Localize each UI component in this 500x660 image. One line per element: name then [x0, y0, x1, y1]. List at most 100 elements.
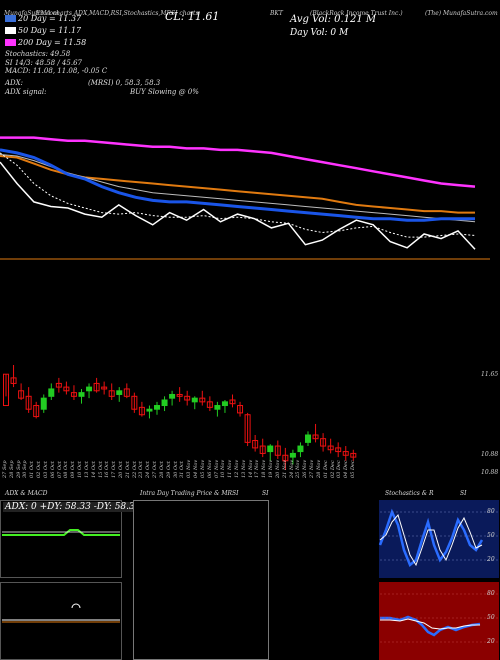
legend-text-20: 20 Day = 11.37 — [18, 14, 82, 23]
candle-body — [25, 395, 32, 410]
candle-body — [282, 454, 289, 462]
stoch-signal-line — [379, 513, 483, 567]
si-text: SI 14/3: 48.58 / 45.67 — [5, 59, 82, 67]
candle-body — [93, 382, 100, 392]
candle-body — [63, 386, 70, 392]
stoch-text: Stochastics: 49.58 — [5, 50, 71, 58]
close-label: CL: 11.61 — [165, 10, 220, 23]
price-label-top: 11.65 — [481, 371, 499, 378]
series-line-2 — [0, 136, 476, 188]
intra-title: Intra Day Trading Price & MRSI — [140, 490, 239, 497]
candle-body — [342, 451, 349, 456]
candle-body — [237, 405, 244, 414]
rsi-tick-50: 50 — [487, 614, 495, 621]
candle-body — [123, 388, 130, 397]
adx-text: ADX: — [5, 79, 24, 87]
candle-body — [221, 401, 228, 407]
candle-body — [191, 397, 198, 403]
candle-body — [335, 447, 342, 453]
candle-body — [33, 405, 40, 418]
candle-body — [3, 373, 9, 407]
ticker-label: BKT — [270, 10, 283, 17]
candle-body — [206, 401, 213, 408]
macd-bump — [71, 603, 81, 609]
candle-body — [199, 397, 206, 403]
legend-swatch-200 — [5, 39, 16, 46]
candle-body — [161, 399, 168, 407]
candle-body — [184, 395, 191, 401]
candle-body — [252, 440, 259, 449]
legend-ema20: 20 Day = 11.37 — [5, 14, 81, 23]
intra-panel — [133, 500, 269, 660]
candle-body — [350, 452, 357, 458]
candle-body — [297, 445, 304, 453]
candle-body — [138, 406, 145, 416]
si-right-label: SI — [460, 490, 467, 497]
candle-body — [169, 393, 176, 399]
candle-body — [48, 388, 55, 397]
main-chart — [0, 136, 490, 470]
company-short: (The) MunafaSutra.com — [425, 10, 498, 17]
rsi-tick-80: 80 — [487, 590, 495, 597]
price-label-mid: 10.88 — [481, 451, 499, 458]
day-vol: Day Vol: 0 M — [290, 28, 349, 38]
macd-panel — [0, 582, 122, 660]
rsi-signal-line — [380, 618, 480, 630]
dotted-average-line — [0, 152, 476, 238]
stoch-r-title: Stochastics & R — [385, 490, 434, 497]
candle-body — [305, 434, 311, 443]
candle-body — [320, 438, 327, 447]
stoch-line — [378, 508, 484, 568]
stoch-tick-20: 20 — [487, 556, 495, 563]
candle-body — [40, 397, 47, 410]
candle-body — [274, 445, 281, 456]
legend-ema50: 50 Day = 11.17 — [5, 26, 81, 35]
candle-body — [86, 386, 93, 392]
legend-swatch-50 — [5, 27, 16, 34]
mrsi-text: (MRSI) 0, 58.3, 58.3 — [88, 79, 161, 87]
candle-body — [18, 390, 25, 399]
stoch-panel — [379, 500, 499, 578]
adx-signal-text: ADX signal: — [5, 88, 47, 96]
candle-body — [229, 399, 236, 405]
candle-body — [267, 445, 274, 453]
source-left: MunafaSutra.com — [4, 10, 59, 17]
rsi-line — [380, 615, 481, 637]
legend-swatch-20 — [5, 15, 16, 22]
candle-body — [154, 405, 160, 410]
candle-body — [108, 390, 115, 397]
candle-body — [10, 377, 17, 384]
candle-body — [312, 434, 319, 440]
legend-ema200: 200 Day = 11.58 — [5, 38, 86, 47]
candle-body — [116, 390, 123, 395]
adx-panel: ADX: 0 +DY: 58.33 -DY: 58.33 — [0, 500, 143, 578]
candle-body — [289, 452, 296, 458]
candle-body — [78, 392, 85, 397]
candle-body — [327, 445, 334, 451]
candle-body — [146, 408, 153, 412]
stoch-tick-50: 50 — [487, 532, 495, 539]
company-full: (BlackRock Income Trust Inc.) — [310, 10, 403, 17]
adx-macd-title: ADX & MACD — [5, 490, 48, 497]
adx-line — [2, 529, 120, 536]
candle-body — [214, 405, 221, 410]
candle-body — [176, 393, 183, 397]
rsi-tick-20: 20 — [487, 638, 495, 645]
ema-label: EMA charts ADX,MACD,RSI,Stochastics,MRSI… — [36, 10, 199, 17]
stoch-tick-80: 80 — [487, 508, 495, 515]
candle-body — [131, 395, 138, 410]
candle-body — [55, 382, 62, 388]
series-line-0 — [0, 148, 475, 222]
si-mid-label: SI — [262, 490, 269, 497]
adx-box-label: ADX: 0 +DY: 58.33 -DY: 58.33 — [3, 502, 143, 512]
price-label-low: 10.88 — [481, 469, 499, 476]
legend-text-200: 200 Day = 11.58 — [18, 38, 87, 47]
buy-signal-text: BUY Slowing @ 0% — [130, 88, 199, 96]
candle-body — [70, 392, 77, 397]
candle-body — [259, 445, 266, 454]
macd-text: MACD: 11.08, 11.08, -0.05 C — [5, 67, 108, 75]
series-line-1 — [0, 161, 476, 250]
legend-text-50: 50 Day = 11.17 — [18, 26, 82, 35]
candle-body — [244, 414, 251, 443]
